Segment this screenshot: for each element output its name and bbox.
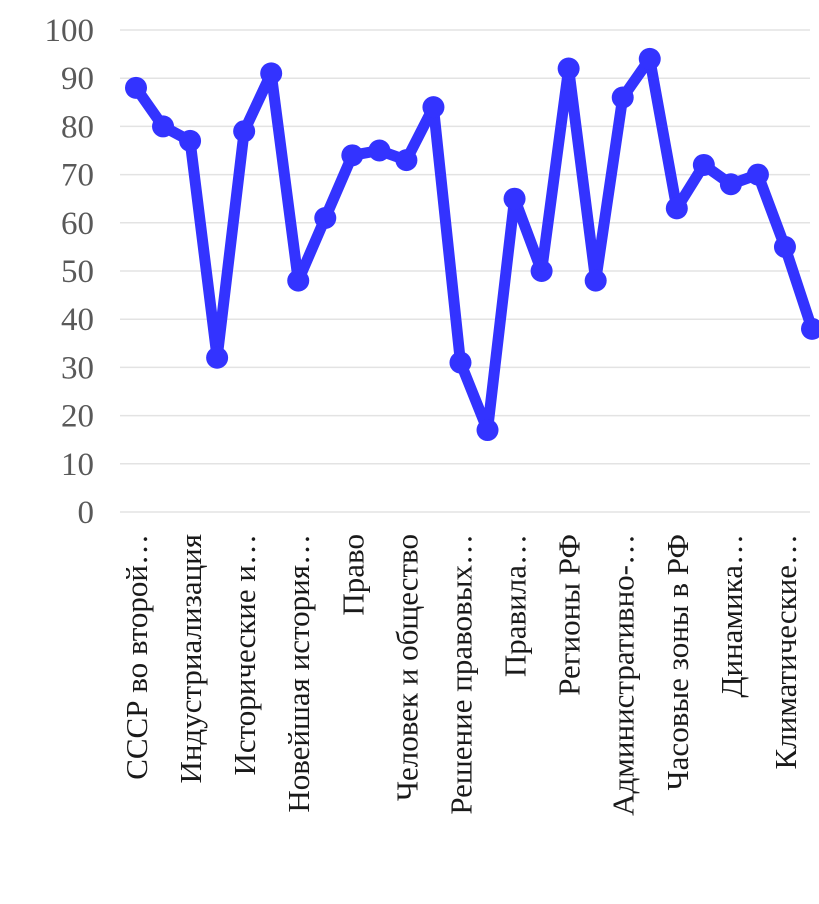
data-point xyxy=(746,163,769,186)
data-point xyxy=(314,206,337,229)
x-category-label: Исторические и… xyxy=(227,534,262,776)
y-tick-label: 90 xyxy=(61,61,94,97)
data-point xyxy=(476,419,499,442)
data-point xyxy=(719,173,742,196)
x-category-label: Административно-… xyxy=(606,534,641,816)
data-point xyxy=(368,139,391,162)
y-tick-label: 50 xyxy=(61,254,94,290)
x-category-label: Новейшая история… xyxy=(281,534,316,813)
y-tick-label: 60 xyxy=(61,206,94,242)
x-category-label: Человек и общество xyxy=(389,534,424,801)
x-category-label: Динамика… xyxy=(714,534,749,698)
x-category-label: Климатические… xyxy=(768,534,803,770)
x-category-label: СССР во второй… xyxy=(119,534,154,780)
data-point xyxy=(503,187,526,210)
data-point xyxy=(125,76,147,99)
x-category-label: Регионы РФ xyxy=(552,534,587,696)
x-category-label: Часовые зоны в РФ xyxy=(660,534,695,790)
y-tick-label: 30 xyxy=(61,350,94,386)
data-point xyxy=(287,269,310,292)
data-point xyxy=(638,47,661,70)
data-point xyxy=(665,197,688,220)
y-tick-label: 10 xyxy=(61,447,94,483)
data-point xyxy=(801,317,819,340)
data-point xyxy=(206,346,229,369)
y-tick-label: 100 xyxy=(45,13,95,49)
data-point xyxy=(422,96,445,119)
data-point xyxy=(773,235,796,258)
data-point xyxy=(557,57,580,80)
series-group xyxy=(125,47,819,442)
data-point xyxy=(692,153,715,176)
data-point xyxy=(341,144,364,167)
x-category-label: Правила… xyxy=(498,534,533,677)
y-tick-label: 0 xyxy=(78,495,95,531)
data-point xyxy=(152,115,175,138)
data-point xyxy=(530,260,553,282)
data-point xyxy=(260,62,283,85)
data-point xyxy=(584,269,607,292)
y-tick-label: 40 xyxy=(61,302,94,338)
x-category-label: Решение правовых… xyxy=(443,534,478,815)
data-point xyxy=(179,129,202,152)
y-tick-label: 20 xyxy=(61,399,94,435)
x-axis-labels: СССР во второй… Индустриализация Историчес… xyxy=(119,534,803,816)
x-category-label: Право xyxy=(335,534,370,616)
x-category-label: Индустриализация xyxy=(173,534,208,784)
data-point xyxy=(449,351,472,374)
data-point xyxy=(233,120,256,143)
data-point xyxy=(611,86,634,109)
series-line xyxy=(130,53,818,436)
data-point xyxy=(395,149,418,172)
y-axis-ticks: 0 10 20 30 40 50 60 70 80 90 100 xyxy=(45,13,95,531)
y-tick-label: 70 xyxy=(61,158,94,194)
y-tick-label: 80 xyxy=(61,109,94,145)
